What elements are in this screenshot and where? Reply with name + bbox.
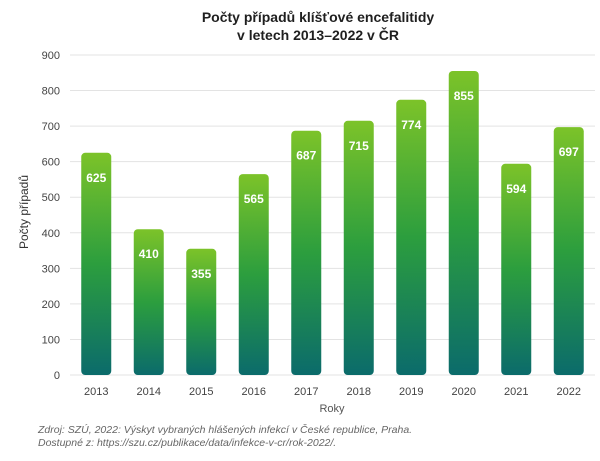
bar-2013 <box>81 152 112 375</box>
chart-title-line-2: v letech 2013–2022 v ČR <box>237 26 399 43</box>
y-tick-label: 500 <box>42 192 60 204</box>
y-tick-label: 700 <box>42 121 60 133</box>
source-line-1: Zdroj: SZÚ, 2022: Výskyt vybraných hláše… <box>38 424 413 436</box>
bar-value-label: 410 <box>139 247 159 261</box>
bar-value-label: 687 <box>296 149 316 163</box>
bar-2017 <box>291 130 322 375</box>
bar-2019 <box>396 99 427 376</box>
x-tick-label: 2021 <box>504 386 528 398</box>
x-axis-ticks: 2013 2014 2015 2016 2017 2018 2019 2020 2021 2022 <box>84 386 581 398</box>
bar-2018 <box>343 120 374 376</box>
y-tick-label: 400 <box>42 228 60 240</box>
y-tick-label: 900 <box>42 50 60 62</box>
bars: 625 410 355 565 687 715 774 855 594 697 <box>81 71 584 376</box>
bar-value-label: 697 <box>559 145 579 159</box>
x-tick-label: 2022 <box>557 386 581 398</box>
bar-value-label: 565 <box>244 192 264 206</box>
bar-2014 <box>133 229 164 375</box>
x-tick-label: 2016 <box>242 386 266 398</box>
bar-2020 <box>448 71 479 375</box>
chart-title-line-1: Počty případů klíšťové encefalitidy <box>202 9 435 25</box>
x-tick-label: 2013 <box>84 386 108 398</box>
bar-value-label: 355 <box>191 267 211 281</box>
bar-2021 <box>501 163 532 375</box>
bar-value-label: 625 <box>86 171 106 185</box>
bar-value-label: 715 <box>349 139 369 153</box>
y-tick-label: 600 <box>42 157 60 169</box>
bar-value-label: 855 <box>454 89 474 103</box>
x-axis-label: Roky <box>319 403 345 415</box>
chart: Počty případů klíšťové encefalitidy v le… <box>17 9 595 415</box>
bar-2016 <box>238 174 269 375</box>
x-tick-label: 2015 <box>189 386 213 398</box>
y-axis-ticks: 0 100 200 300 400 500 600 700 800 900 <box>42 50 60 382</box>
y-tick-label: 100 <box>42 334 60 346</box>
x-tick-label: 2020 <box>452 386 476 398</box>
bar-value-label: 774 <box>401 118 421 132</box>
bar-value-label: 594 <box>506 182 526 196</box>
x-tick-label: 2018 <box>347 386 371 398</box>
y-axis-label: Počty případů <box>17 175 31 249</box>
y-tick-label: 200 <box>42 299 60 311</box>
x-tick-label: 2019 <box>399 386 423 398</box>
y-tick-label: 300 <box>42 263 60 275</box>
source-note: Zdroj: SZÚ, 2022: Výskyt vybraných hláše… <box>38 424 412 450</box>
bar-2015 <box>186 248 217 375</box>
y-tick-label: 0 <box>54 370 60 382</box>
bar-2022 <box>553 127 584 375</box>
source-line-2: Dostupné z: https://szu.cz/publikace/dat… <box>38 437 337 449</box>
y-tick-label: 800 <box>42 86 60 98</box>
x-tick-label: 2014 <box>137 386 161 398</box>
x-tick-label: 2017 <box>294 386 318 398</box>
